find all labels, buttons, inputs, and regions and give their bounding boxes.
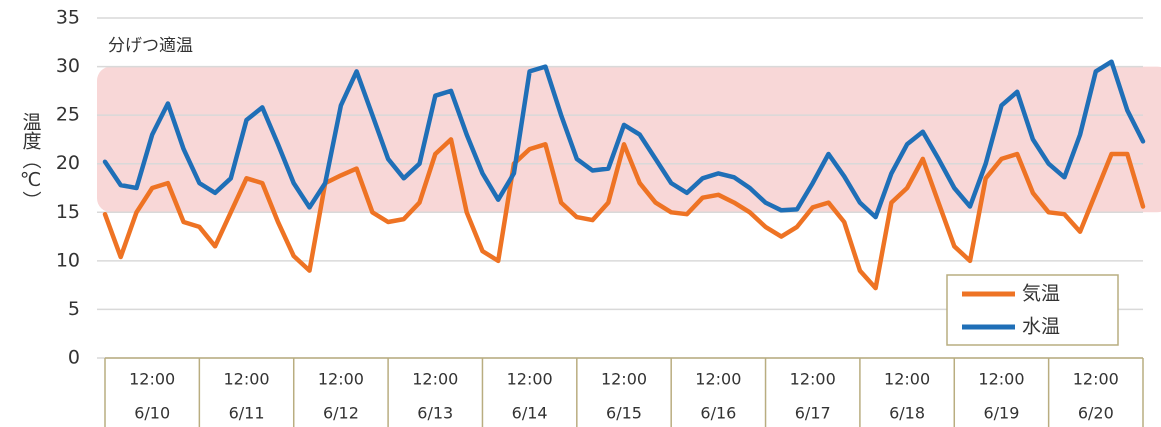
y-tick-label: 5 bbox=[68, 298, 80, 320]
x-date-label: 6/20 bbox=[1078, 404, 1114, 423]
y-tick-label: 0 bbox=[68, 347, 80, 369]
x-tick-label: 12:00 bbox=[129, 370, 175, 389]
y-axis-label: 温度（℃） bbox=[20, 112, 42, 210]
x-tick-label: 12:00 bbox=[695, 370, 741, 389]
x-date-label: 6/12 bbox=[323, 404, 359, 423]
x-date-label: 6/18 bbox=[889, 404, 925, 423]
x-date-label: 6/10 bbox=[134, 404, 170, 423]
band-label: 分げつ適温 bbox=[108, 36, 193, 56]
y-tick-label: 25 bbox=[56, 104, 80, 126]
x-date-label: 6/16 bbox=[700, 404, 736, 423]
x-tick-label: 12:00 bbox=[412, 370, 458, 389]
y-tick-label: 20 bbox=[56, 152, 80, 174]
optimal-band bbox=[97, 66, 1161, 213]
legend-label: 水温 bbox=[1022, 316, 1060, 338]
x-tick-label: 12:00 bbox=[601, 370, 647, 389]
x-tick-label: 12:00 bbox=[1073, 370, 1119, 389]
x-date-label: 6/13 bbox=[417, 404, 453, 423]
x-tick-label: 12:00 bbox=[223, 370, 269, 389]
x-tick-label: 12:00 bbox=[978, 370, 1024, 389]
y-tick-label: 35 bbox=[56, 7, 80, 29]
legend-box bbox=[946, 274, 1119, 346]
x-date-label: 6/19 bbox=[983, 404, 1019, 423]
x-date-label: 6/11 bbox=[229, 404, 265, 423]
x-date-label: 6/15 bbox=[606, 404, 642, 423]
y-tick-label: 10 bbox=[56, 249, 80, 271]
x-date-label: 6/17 bbox=[795, 404, 831, 423]
y-tick-label: 15 bbox=[56, 201, 80, 223]
legend-label: 気温 bbox=[1022, 283, 1060, 305]
x-date-label: 6/14 bbox=[512, 404, 548, 423]
x-tick-label: 12:00 bbox=[318, 370, 364, 389]
y-tick-label: 30 bbox=[56, 55, 80, 77]
x-tick-label: 12:00 bbox=[884, 370, 930, 389]
x-tick-label: 12:00 bbox=[790, 370, 836, 389]
x-tick-label: 12:00 bbox=[507, 370, 553, 389]
series-line bbox=[102, 59, 1146, 220]
series-line bbox=[102, 137, 1146, 291]
